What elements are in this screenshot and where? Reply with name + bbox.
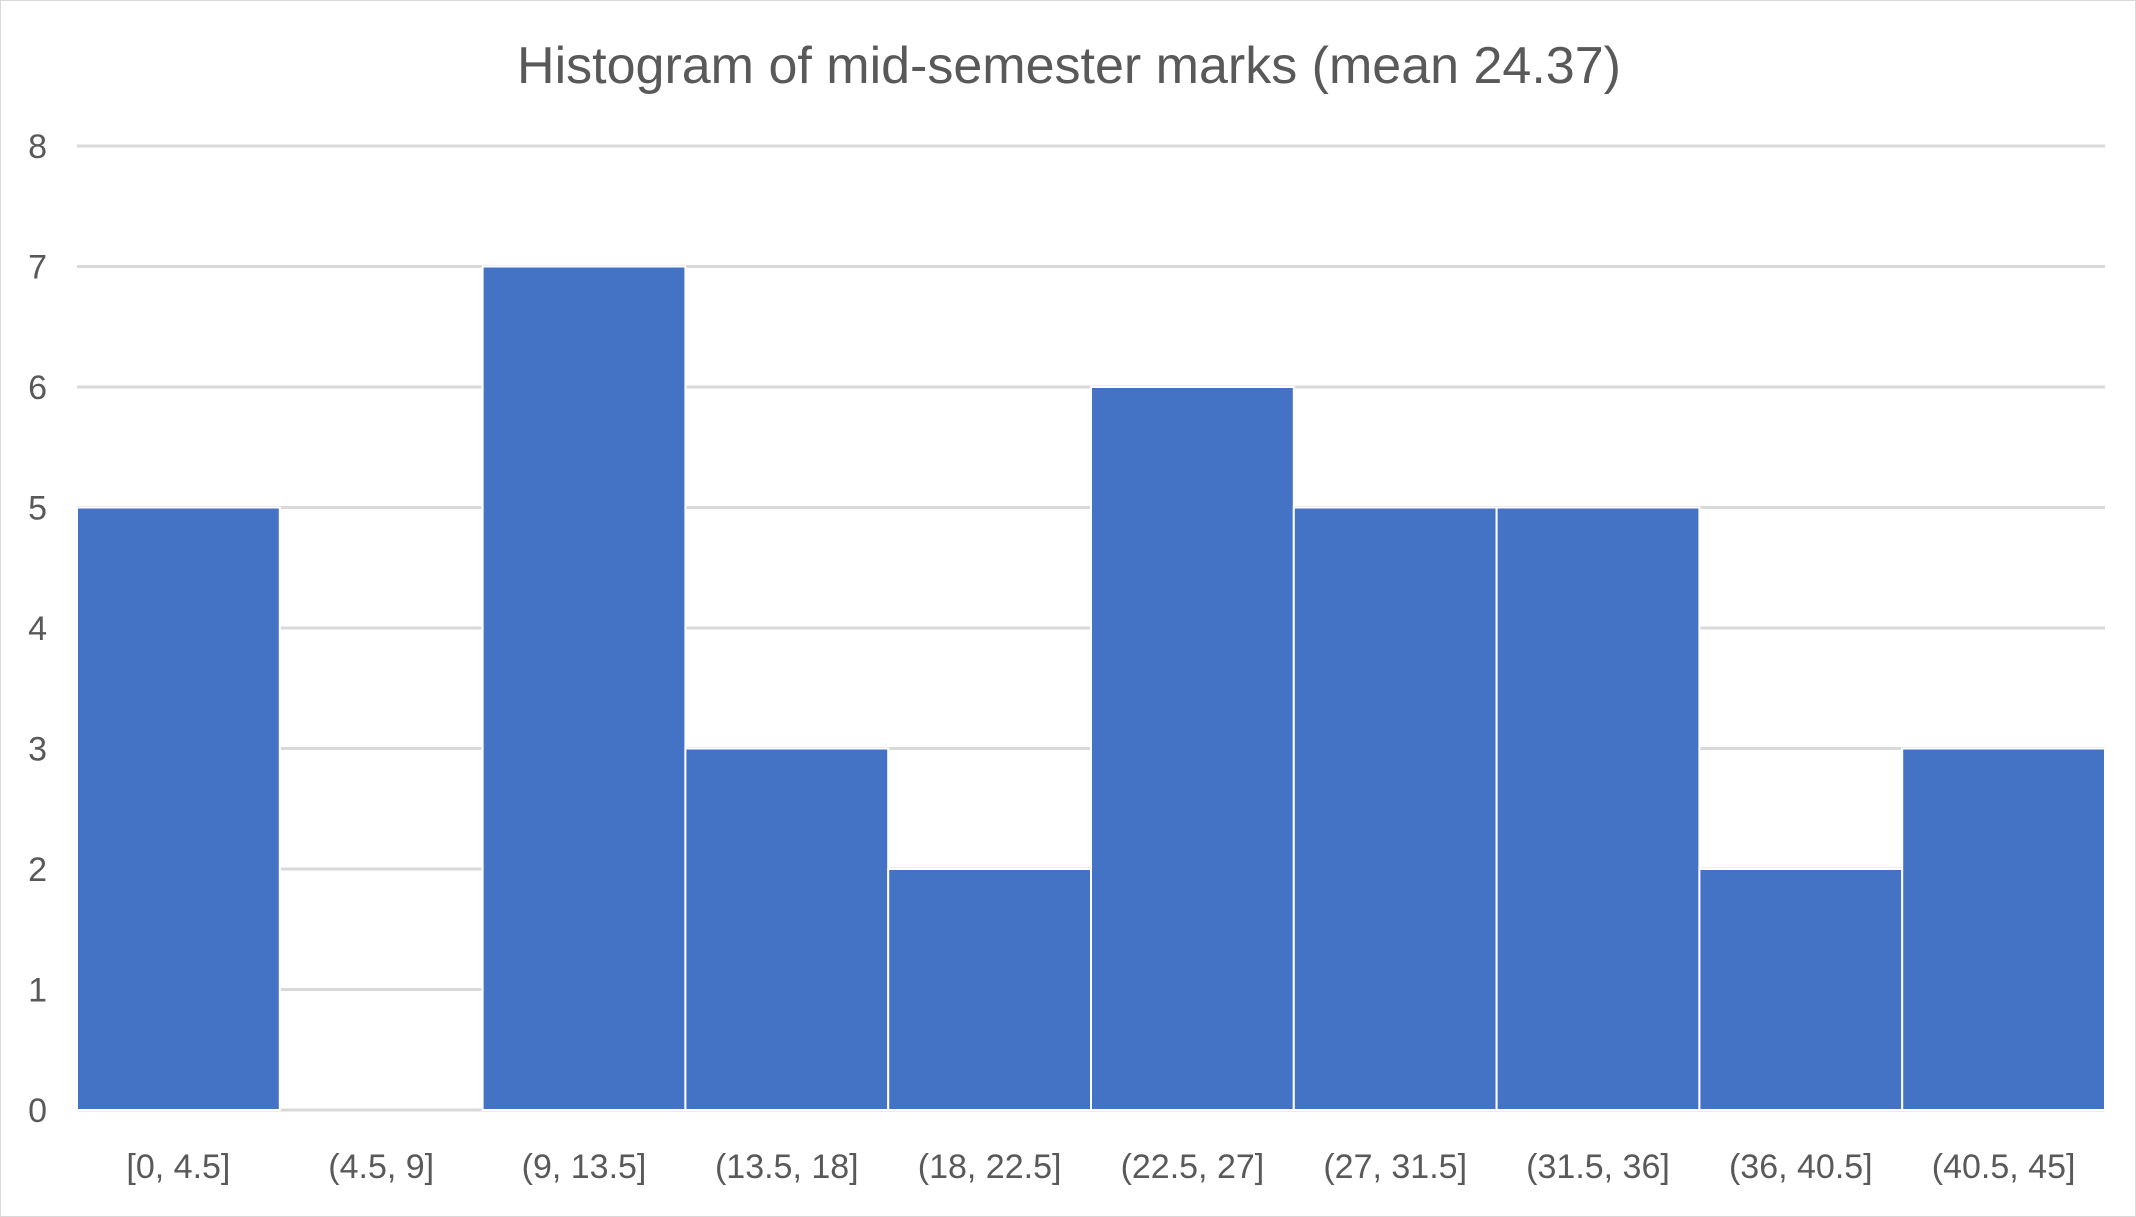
bar-4: [887, 868, 1093, 1111]
y-tick-label: 3: [28, 731, 47, 769]
y-axis-ticks: 0 1 2 3 4 5 6 7 8: [28, 128, 47, 1130]
x-tick-label: (27, 31.5]: [1323, 1148, 1467, 1186]
y-tick-label: 5: [28, 490, 47, 528]
bar-0: [76, 506, 281, 1111]
x-tick-label: (31.5, 36]: [1526, 1148, 1670, 1186]
y-tick-label: 4: [28, 610, 47, 648]
y-tick-label: 1: [28, 972, 47, 1010]
bar-7: [1495, 506, 1701, 1111]
x-tick-label: (36, 40.5]: [1729, 1148, 1873, 1186]
y-tick-label: 6: [28, 369, 47, 407]
y-tick-label: 2: [28, 851, 47, 889]
x-tick-label: (18, 22.5]: [918, 1148, 1062, 1186]
bar-9: [1901, 747, 2106, 1111]
x-tick-label: (4.5, 9]: [328, 1148, 434, 1186]
x-tick-label: (22.5, 27]: [1121, 1148, 1265, 1186]
y-tick-label: 0: [28, 1092, 47, 1130]
bars: [76, 265, 2106, 1111]
x-tick-label: (40.5, 45]: [1932, 1148, 2076, 1186]
bar-5: [1090, 386, 1295, 1111]
y-tick-label: 8: [28, 128, 47, 166]
x-tick-label: [0, 4.5]: [126, 1148, 230, 1186]
bar-6: [1292, 506, 1498, 1111]
bar-2: [481, 265, 687, 1111]
bar-3: [684, 747, 890, 1111]
chart-title: Histogram of mid-semester marks (mean 24…: [517, 37, 1621, 95]
x-tick-label: (9, 13.5]: [522, 1148, 647, 1186]
bar-8: [1698, 868, 1904, 1111]
x-axis-ticks: [0, 4.5] (4.5, 9] (9, 13.5] (13.5, 18] (18, …: [126, 1148, 2075, 1186]
y-tick-label: 7: [28, 249, 47, 287]
x-tick-label: (13.5, 18]: [715, 1148, 859, 1186]
